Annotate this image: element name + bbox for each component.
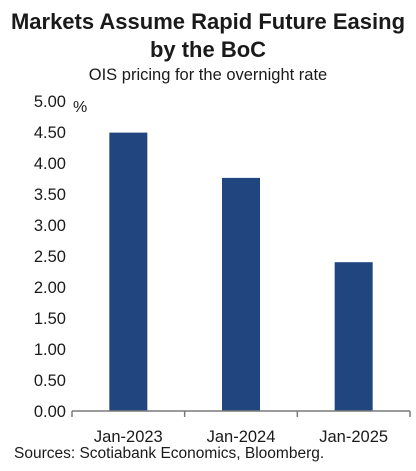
y-tick-label: 1.00 [34,341,66,359]
x-tick-label: Jan-2024 [207,428,276,446]
chart-subtitle: OIS pricing for the overnight rate [88,66,328,84]
y-tick-label: 0.50 [34,372,66,390]
chart-title: Markets Assume Rapid Future Easing by th… [0,8,416,64]
x-axis-tick-labels: Jan-2023 Jan-2024 Jan-2025 [94,428,388,446]
chart-title-line2: by the BoC [149,37,267,62]
chart-title-line1: Markets Assume Rapid Future Easing [10,9,406,34]
bar-jan-2024 [222,177,260,411]
y-axis-tick-labels: 0.00 0.50 1.00 1.50 2.00 2.50 3.00 3.50 4.00 4.50… [34,93,66,421]
y-tick-label: 1.50 [34,310,66,328]
bar-jan-2023 [109,132,148,411]
x-axis-tick-marks [71,411,411,417]
y-tick-label: 5.00 [34,93,66,111]
y-tick-label: 3.50 [34,186,66,204]
x-tick-label: Jan-2025 [319,428,388,446]
y-tick-label: 4.00 [34,155,66,173]
y-tick-label: 0.00 [34,403,66,421]
y-tick-label: 2.50 [34,248,66,266]
y-tick-label: 3.00 [34,217,66,235]
y-tick-label: 2.00 [34,279,66,297]
y-axis-unit-label: % [73,99,87,116]
y-tick-label: 4.50 [34,124,66,142]
bar-series [109,132,373,411]
source-note: Sources: Scotiabank Economics, Bloomberg… [14,445,325,462]
x-tick-label: Jan-2023 [94,428,163,446]
bar-jan-2025 [334,262,373,411]
